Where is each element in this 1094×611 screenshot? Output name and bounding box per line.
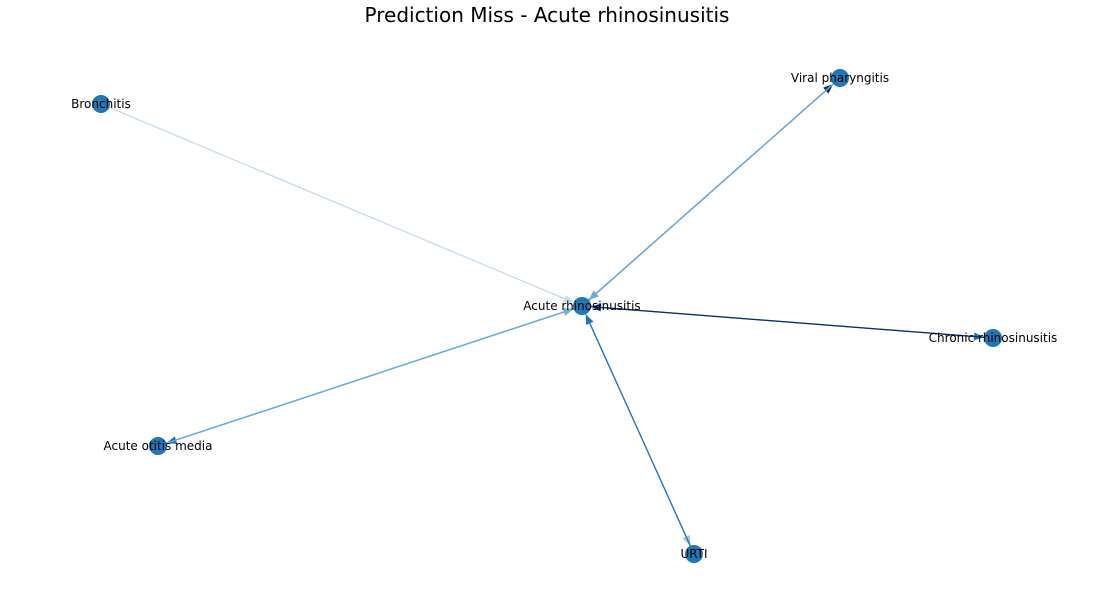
edge-arrowhead: [562, 308, 574, 316]
node-label-cr: Chronic rhinosinusitis: [929, 331, 1058, 345]
edges-layer: [100, 77, 994, 555]
edge-arrowhead: [588, 290, 599, 301]
edge-urti-to-ar: [585, 314, 695, 555]
edge-cr-to-ar: [590, 303, 994, 339]
nodes-layer: [92, 69, 1002, 563]
node-label-ar: Acute rhinosinusitis: [523, 299, 640, 313]
node-label-urti: URTI: [680, 547, 707, 561]
edge-aom-to-ar: [157, 308, 574, 447]
edge-arrowhead: [585, 314, 594, 325]
diagram-title: Prediction Miss - Acute rhinosinusitis: [365, 3, 730, 27]
edge-arrowhead: [682, 535, 691, 546]
node-ar[interactable]: [573, 297, 591, 315]
node-vp[interactable]: [831, 69, 849, 87]
node-aom[interactable]: [149, 437, 167, 455]
node-label-aom: Acute otitis media: [104, 439, 213, 453]
edge-line: [100, 103, 565, 300]
node-urti[interactable]: [685, 545, 703, 563]
node-label-vp: Viral pharyngitis: [791, 71, 889, 85]
edge-arrowhead: [590, 303, 602, 312]
labels-layer: Acute rhinosinusitis Viral pharyngitis Bro…: [71, 71, 1057, 561]
edge-vp-to-ar: [588, 77, 841, 301]
node-cr[interactable]: [984, 329, 1002, 347]
node-br[interactable]: [92, 95, 110, 113]
edge-line: [595, 77, 841, 294]
edge-arrowhead: [562, 294, 574, 303]
edge-line: [600, 306, 994, 339]
edge-line: [589, 323, 695, 555]
edge-br-to-ar: [100, 103, 574, 303]
node-label-br: Bronchitis: [71, 97, 131, 111]
edge-line: [157, 311, 565, 447]
